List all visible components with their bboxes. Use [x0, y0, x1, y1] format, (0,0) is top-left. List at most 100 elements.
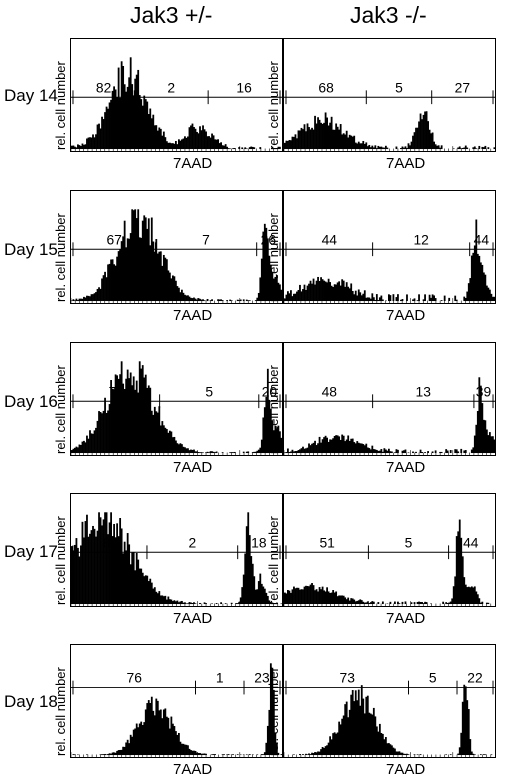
histogram-bar — [324, 112, 327, 150]
histogram-bar — [199, 298, 201, 302]
histogram-bar — [445, 602, 448, 605]
histogram-bar — [188, 602, 191, 605]
histogram-bar — [78, 556, 81, 605]
y-axis-label: rel. cell number — [266, 667, 281, 756]
histogram-bar — [187, 295, 189, 302]
histogram-bar — [93, 528, 96, 605]
histogram-bar — [280, 289, 283, 302]
histogram-bar — [84, 297, 87, 302]
histogram-bar — [120, 61, 123, 150]
histogram-bar — [362, 140, 365, 150]
histogram-bar — [374, 716, 377, 756]
histogram-bar — [137, 392, 140, 454]
histogram-bar — [378, 450, 381, 454]
histogram-bar — [430, 133, 432, 150]
histogram-bar — [360, 600, 363, 605]
histogram-bar — [146, 228, 149, 302]
histogram-bar — [293, 754, 295, 756]
histogram-bar — [333, 284, 336, 302]
histogram-bar — [190, 449, 192, 454]
histogram-bar — [467, 709, 470, 756]
histogram-bar — [366, 601, 369, 605]
histogram-bar — [170, 278, 173, 302]
histogram-bar — [363, 713, 366, 756]
histogram-bar — [277, 146, 280, 150]
x-axis-label: 7AAD — [173, 459, 213, 476]
histogram-bar — [187, 448, 189, 454]
histogram-bar — [403, 147, 405, 150]
histogram-bar — [137, 69, 140, 150]
histogram-bar — [126, 86, 129, 150]
histogram-bar — [336, 126, 339, 150]
histogram-bar — [318, 119, 321, 150]
histogram-bar — [460, 448, 463, 454]
gate-percentage-label: 23 — [254, 670, 270, 686]
histogram-bar — [274, 732, 277, 756]
histogram-bar — [111, 90, 114, 150]
histogram-bar — [335, 591, 338, 605]
histogram-bar — [412, 451, 414, 454]
histogram-bar — [196, 131, 198, 150]
histogram-bar — [466, 147, 469, 150]
histogram-bar — [260, 754, 263, 756]
histogram-bar — [369, 713, 372, 756]
histogram-bar — [360, 685, 363, 756]
histogram-bar — [479, 262, 482, 302]
histogram-bar — [293, 293, 295, 302]
histogram-bar — [451, 598, 454, 605]
histogram-bar — [214, 754, 216, 756]
histogram-bar — [263, 223, 266, 302]
histogram-bar — [336, 435, 339, 454]
histogram-bar — [464, 297, 467, 302]
histogram-bar — [397, 294, 399, 302]
histogram-bar — [306, 447, 309, 454]
histogram-panel: 51 5 44 — [283, 493, 496, 607]
gate-percentage-label: 20 — [262, 383, 278, 399]
histogram-bar — [463, 684, 466, 756]
histogram-bar — [389, 601, 392, 605]
histogram-bar — [366, 447, 369, 454]
histogram-bar — [89, 296, 91, 302]
histogram-bar — [424, 111, 426, 150]
histogram-bar — [330, 439, 333, 454]
histogram-bar — [129, 233, 132, 302]
histogram-bar — [156, 130, 159, 150]
histogram-bar — [179, 443, 182, 454]
histogram-bar — [278, 284, 281, 302]
histogram-bar — [473, 586, 476, 605]
histogram-bar — [104, 271, 106, 302]
histogram-bar — [357, 600, 360, 605]
histogram-bar — [288, 139, 291, 150]
histogram-bar — [428, 129, 431, 150]
histogram-bar — [410, 602, 413, 605]
histogram-bar — [443, 295, 446, 302]
histogram-bar — [472, 252, 475, 302]
histogram-bar — [359, 599, 362, 605]
histogram-bar — [227, 148, 230, 150]
histogram-bar — [394, 748, 396, 756]
histogram-svg: 44 12 44 — [283, 219, 496, 303]
histogram-bar — [161, 135, 164, 150]
histogram-bar — [220, 142, 223, 150]
histogram-bar — [162, 596, 165, 605]
histogram-bar — [206, 298, 209, 302]
histogram-bar — [427, 451, 429, 454]
histogram-bar — [193, 449, 195, 454]
histogram-bar — [114, 265, 117, 302]
histogram-bar — [413, 298, 416, 302]
histogram-bar — [153, 715, 156, 756]
histogram-bar — [345, 130, 348, 150]
histogram-bar — [386, 147, 389, 150]
histogram-bar — [254, 451, 257, 454]
histogram-bar — [185, 448, 188, 454]
histogram-bar — [72, 448, 75, 454]
histogram-bar — [377, 450, 380, 454]
histogram-bar — [147, 581, 150, 605]
histogram-bar — [457, 451, 460, 454]
histogram-bar — [224, 144, 227, 150]
histogram-bar — [487, 147, 490, 150]
histogram-bar — [202, 753, 204, 756]
histogram-bar — [242, 574, 245, 605]
histogram-bar — [196, 451, 198, 454]
histogram-bar — [125, 247, 128, 302]
